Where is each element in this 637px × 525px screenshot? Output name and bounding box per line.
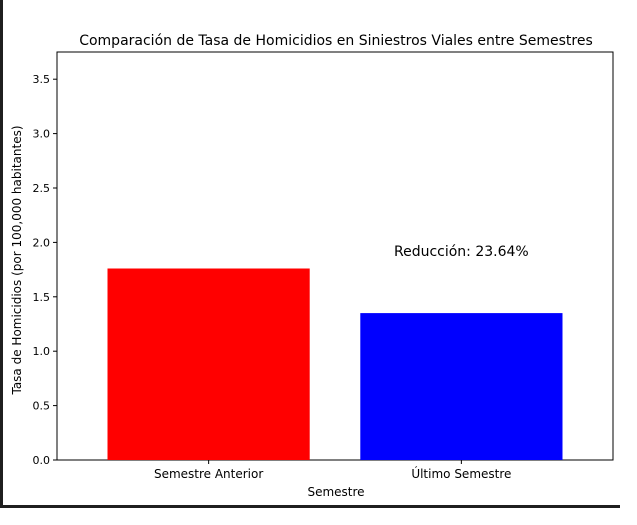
y-axis-label: Tasa de Homicidios (por 100,000 habitant… bbox=[10, 125, 24, 395]
x-axis: Semestre Anterior Último Semestre bbox=[154, 460, 511, 481]
bar-2 bbox=[360, 313, 563, 460]
x-axis-label: Semestre bbox=[307, 485, 364, 499]
reduction-annotation: Reducción: 23.64% bbox=[394, 244, 529, 260]
y-axis: 0.0 0.5 1.0 1.5 2.0 2.5 3.0 3.5 bbox=[33, 73, 57, 467]
x-tick-label: Último Semestre bbox=[411, 466, 511, 481]
chart-title: Comparación de Tasa de Homicidios en Sin… bbox=[79, 33, 593, 49]
x-tick-label: Semestre Anterior bbox=[154, 467, 263, 481]
output-left-border bbox=[0, 0, 3, 508]
y-tick-label: 3.0 bbox=[33, 128, 51, 141]
bar-1 bbox=[107, 268, 310, 460]
y-tick-label: 2.5 bbox=[33, 182, 51, 195]
y-tick-label: 0.5 bbox=[33, 400, 51, 413]
output-right-gap bbox=[620, 0, 637, 525]
bars-group bbox=[107, 268, 563, 460]
y-tick-label: 0.0 bbox=[33, 454, 51, 467]
output-bottom-border bbox=[0, 505, 620, 508]
y-tick-label: 3.5 bbox=[33, 73, 51, 86]
y-tick-label: 1.0 bbox=[33, 345, 51, 358]
y-tick-label: 1.5 bbox=[33, 291, 51, 304]
y-tick-label: 2.0 bbox=[33, 236, 51, 249]
